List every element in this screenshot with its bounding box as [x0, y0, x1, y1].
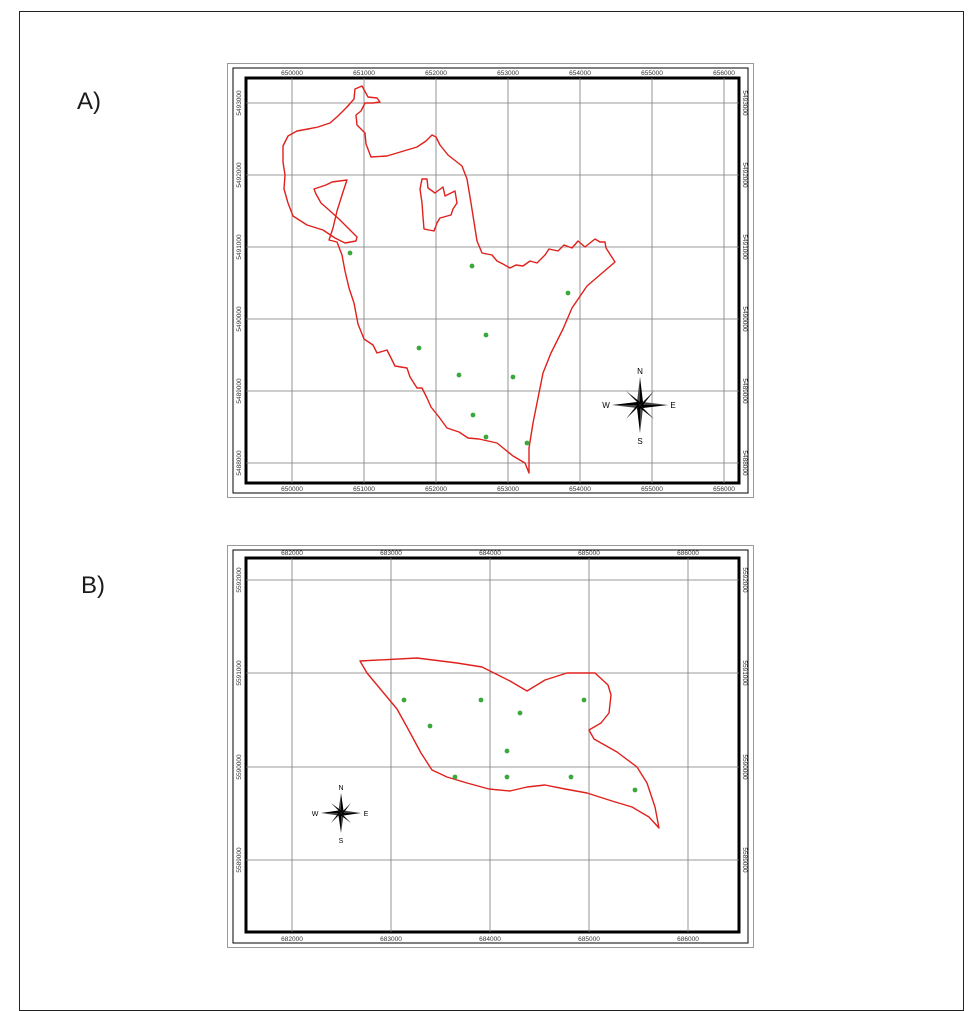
x-tick-label: 655000 — [641, 70, 663, 77]
x-tick-label: 654000 — [569, 70, 591, 77]
x-tick-label: 682000 — [281, 936, 303, 943]
x-tick-label: 650000 — [281, 70, 303, 77]
sample-point — [504, 774, 510, 780]
y-tick-label: 5488000 — [236, 450, 243, 476]
sample-point — [483, 332, 489, 338]
y-tick-label: 5591000 — [236, 660, 243, 686]
y-tick-label: 5492000 — [741, 162, 748, 188]
y-tick-label: 5491000 — [741, 234, 748, 260]
y-tick-label: 5493000 — [741, 90, 748, 116]
sample-point — [456, 372, 462, 378]
map-a-svg: 650000 651000 652000 653000 654000 65500… — [227, 63, 754, 498]
x-tick-label: 685000 — [578, 550, 600, 557]
x-tick-label: 652000 — [425, 486, 447, 493]
x-tick-label: 685000 — [578, 936, 600, 943]
x-tick-label: 651000 — [353, 486, 375, 493]
y-tick-label: 5590000 — [741, 754, 748, 780]
sample-point — [478, 697, 484, 703]
compass-n: N — [338, 785, 343, 792]
compass-rose-icon: N S W E — [312, 785, 369, 845]
y-tick-label: 5492000 — [236, 162, 243, 188]
compass-n: N — [637, 367, 643, 376]
compass-e: E — [670, 401, 675, 410]
compass-w: W — [312, 811, 319, 818]
x-tick-label: 655000 — [641, 486, 663, 493]
compass-w: W — [602, 401, 610, 410]
x-tick-label: 653000 — [497, 486, 519, 493]
x-tick-label: 656000 — [713, 486, 735, 493]
sample-point — [470, 412, 476, 418]
y-tick-label: 5493000 — [236, 90, 243, 116]
x-tick-label: 686000 — [677, 936, 699, 943]
sample-points-a — [347, 250, 571, 446]
map-a-grid — [246, 78, 739, 483]
x-tick-label: 682000 — [281, 550, 303, 557]
y-tick-label: 5591000 — [741, 660, 748, 686]
sample-point — [469, 263, 475, 269]
map-b-grid — [246, 558, 739, 932]
sample-point — [452, 774, 458, 780]
x-tick-label: 654000 — [569, 486, 591, 493]
x-tick-label: 656000 — [713, 70, 735, 77]
y-tick-label: 5589000 — [236, 847, 243, 873]
sample-point — [347, 250, 353, 256]
sample-point — [524, 440, 530, 446]
panel-label-b: B) — [81, 572, 105, 599]
sample-point — [504, 748, 510, 754]
sample-points-b — [401, 697, 638, 793]
x-tick-label: 683000 — [380, 550, 402, 557]
sample-point — [632, 787, 638, 793]
y-tick-label: 5489000 — [741, 378, 748, 404]
sample-point — [565, 290, 571, 296]
sample-point — [483, 434, 489, 440]
map-b-svg: 682000 683000 684000 685000 686000 68200… — [227, 545, 754, 948]
compass-s: S — [637, 437, 642, 446]
panel-label-a: A) — [77, 88, 101, 115]
compass-rose-icon: N S W E — [602, 367, 675, 446]
x-tick-label: 653000 — [497, 70, 519, 77]
y-tick-label: 5592000 — [236, 567, 243, 593]
map-b: 682000 683000 684000 685000 686000 68200… — [227, 545, 754, 948]
sample-point — [427, 723, 433, 729]
y-tick-label: 5589000 — [741, 847, 748, 873]
x-tick-label: 651000 — [353, 70, 375, 77]
sample-point — [517, 710, 523, 716]
y-tick-label: 5490000 — [236, 306, 243, 332]
sample-point — [581, 697, 587, 703]
study-area-boundary — [282, 85, 616, 474]
x-tick-label: 684000 — [479, 936, 501, 943]
compass-s: S — [339, 838, 344, 845]
y-tick-label: 5491000 — [236, 234, 243, 260]
y-tick-label: 5488000 — [741, 450, 748, 476]
y-tick-label: 5592000 — [741, 567, 748, 593]
x-tick-label: 683000 — [380, 936, 402, 943]
y-tick-label: 5490000 — [741, 306, 748, 332]
study-area-boundary — [359, 657, 660, 829]
y-tick-label: 5590000 — [236, 754, 243, 780]
compass-e: E — [364, 811, 369, 818]
y-tick-label: 5489000 — [236, 378, 243, 404]
sample-point — [510, 374, 516, 380]
x-tick-label: 686000 — [677, 550, 699, 557]
x-tick-label: 684000 — [479, 550, 501, 557]
x-tick-label: 650000 — [281, 486, 303, 493]
x-tick-label: 652000 — [425, 70, 447, 77]
sample-point — [568, 774, 574, 780]
sample-point — [416, 345, 422, 351]
sample-point — [401, 697, 407, 703]
map-a: 650000 651000 652000 653000 654000 65500… — [227, 63, 754, 498]
